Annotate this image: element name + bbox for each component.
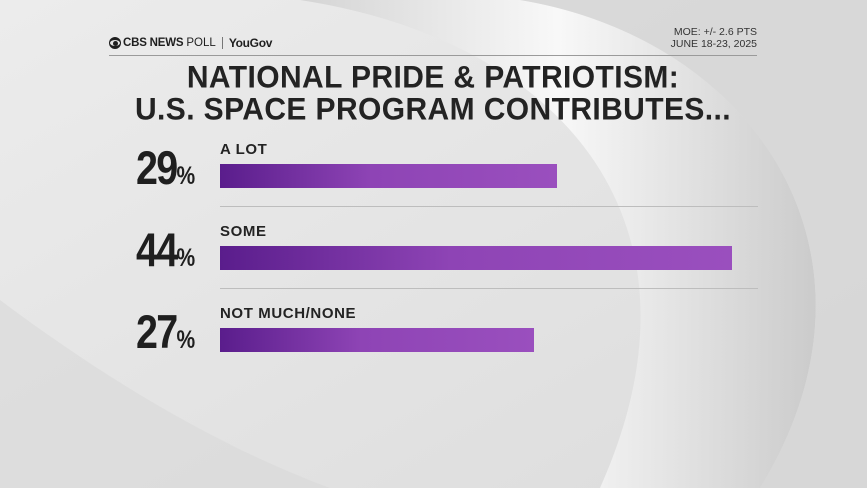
title-line-1: NATIONAL PRIDE & PATRIOTISM: — [186, 60, 680, 96]
poll-meta: MOE: +/- 2.6 PTS JUNE 18-23, 2025 — [671, 26, 757, 50]
partner-name: YouGov — [228, 36, 273, 50]
brand-name: CBS NEWS — [123, 37, 184, 49]
top-rule — [109, 55, 757, 56]
title-line-2: U.S. SPACE PROGRAM CONTRIBUTES... — [134, 91, 732, 127]
bar-row: 27% NOT MUCH/NONE — [0, 304, 867, 384]
row-divider — [220, 288, 758, 289]
margin-of-error: MOE: +/- 2.6 PTS — [673, 26, 757, 38]
header-separator — [221, 37, 223, 49]
row-divider — [220, 206, 758, 207]
bar — [220, 164, 557, 188]
poll-dates: JUNE 18-23, 2025 — [670, 38, 757, 50]
chart-title: NATIONAL PRIDE & PATRIOTISM: U.S. SPACE … — [109, 62, 757, 126]
bar — [220, 328, 534, 352]
category-label: A LOT — [220, 141, 268, 158]
poll-label: POLL — [186, 37, 216, 49]
bar — [220, 246, 732, 270]
value-label: 29% — [136, 141, 196, 194]
header-logo: CBS NEWS POLL YouGov — [109, 36, 272, 50]
category-label: SOME — [220, 223, 267, 240]
value-label: 44% — [136, 223, 196, 276]
cbs-eye-icon — [109, 37, 121, 49]
value-label: 27% — [136, 305, 196, 358]
bar-row: 44% SOME — [0, 222, 867, 302]
category-label: NOT MUCH/NONE — [220, 305, 357, 322]
bar-row: 29% A LOT — [0, 140, 867, 220]
